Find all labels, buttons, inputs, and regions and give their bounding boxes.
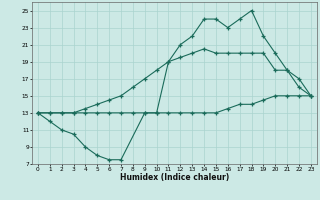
X-axis label: Humidex (Indice chaleur): Humidex (Indice chaleur) [120,173,229,182]
